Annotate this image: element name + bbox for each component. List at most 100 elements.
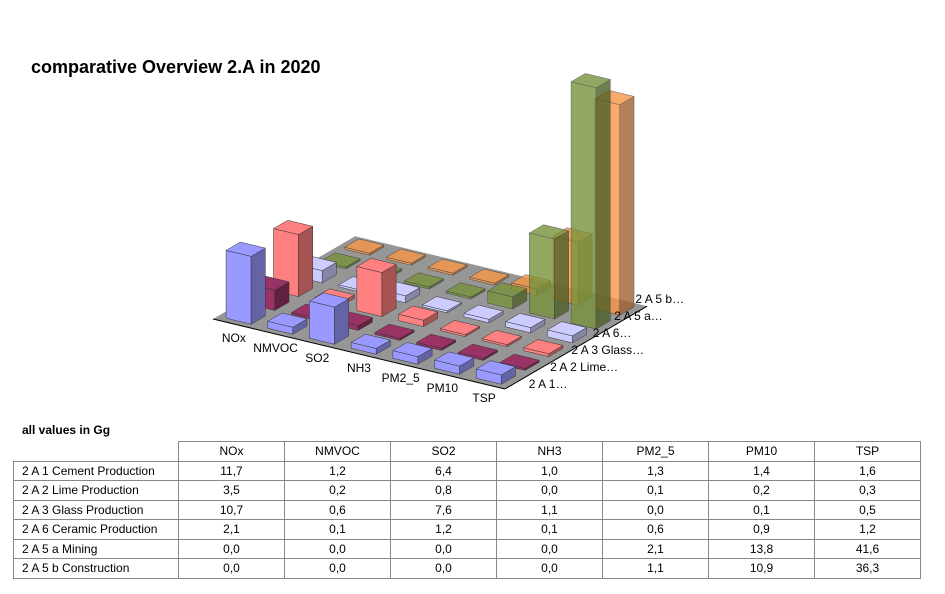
bar-top-face bbox=[528, 224, 570, 240]
table-cell: 7,6 bbox=[390, 499, 497, 520]
bar-2-a-1-cement-production-nh3 bbox=[350, 333, 392, 355]
bar-2-a-2-lime-production-pm2_5 bbox=[415, 333, 457, 351]
bar-2-a-1-cement-production-nmvoc bbox=[267, 312, 308, 335]
table-cell: 0,0 bbox=[602, 499, 709, 520]
bar-2-a-3-glass-production-pm2_5 bbox=[439, 320, 481, 338]
header-blank bbox=[13, 441, 179, 462]
bar-2-a-5-a-mining-tsp bbox=[570, 73, 611, 330]
bar-2-a-5-b-construction-so2 bbox=[427, 258, 468, 276]
data-table: NOx NMVOC SO2 NH3 PM2_5 PM10 TSP 2 A 1 Cement … bbox=[13, 441, 921, 579]
bar-top-face bbox=[463, 304, 504, 320]
table-cell: 3,5 bbox=[178, 480, 285, 501]
table-cell: 0,0 bbox=[496, 558, 603, 579]
bar-2-a-2-lime-production-pm10 bbox=[457, 343, 499, 361]
bar-2-a-5-b-construction-nh3 bbox=[469, 268, 510, 286]
table-cell: 2,1 bbox=[178, 519, 285, 540]
bar-top-face bbox=[320, 252, 361, 268]
bar-top-face bbox=[469, 268, 510, 284]
table-cell: 0,5 bbox=[814, 499, 921, 520]
bar-top-face bbox=[505, 313, 546, 328]
row-label: 2 A 5 a Mining bbox=[13, 538, 179, 559]
table-row: 2 A 1 Cement Production 11,7 1,2 6,4 1,0 1,3 1… bbox=[13, 460, 921, 481]
table-cell: 0,3 bbox=[814, 480, 921, 501]
bar-2-a-6-ceramic-production-nh3 bbox=[421, 296, 463, 314]
table-cell: 0,0 bbox=[284, 538, 391, 559]
table-cell: 0,0 bbox=[178, 558, 285, 579]
column-header: TSP bbox=[814, 441, 921, 462]
row-label: 2 A 6 Ceramic Production bbox=[13, 519, 179, 540]
table-cell: 0,1 bbox=[496, 519, 603, 540]
series-tick-label: 2 A 5 a… bbox=[614, 309, 663, 323]
bar-top-face bbox=[445, 282, 486, 298]
category-tick-label: TSP bbox=[472, 391, 495, 405]
bar-top-face bbox=[225, 241, 266, 257]
bar-2-a-3-glass-production-so2 bbox=[356, 258, 397, 318]
bar-top-face bbox=[427, 258, 468, 274]
series-axis-line bbox=[504, 305, 648, 390]
column-header: PM10 bbox=[708, 441, 815, 462]
table-row: 2 A 5 a Mining 0,0 0,0 0,0 0,0 2,1 13,8 41,6 bbox=[13, 538, 921, 559]
series-tick-label: 2 A 6… bbox=[593, 326, 632, 340]
bar-top-face bbox=[272, 220, 314, 235]
table-cell: 1,1 bbox=[496, 499, 603, 520]
table-cell: 0,2 bbox=[708, 480, 815, 501]
series-tick-label: 2 A 3 Glass… bbox=[571, 343, 644, 357]
chart-title: comparative Overview 2.A in 2020 bbox=[31, 57, 321, 77]
bar-side-face bbox=[250, 247, 266, 325]
table-cell: 0,0 bbox=[284, 558, 391, 579]
table-cell: 0,9 bbox=[708, 519, 815, 540]
bar-2-a-3-glass-production-nox bbox=[272, 220, 314, 298]
column-header: NH3 bbox=[496, 441, 603, 462]
table-cell: 0,8 bbox=[390, 480, 497, 501]
bar-top-face bbox=[457, 343, 499, 359]
category-tick-label: SO2 bbox=[305, 351, 329, 365]
table-cell: 10,7 bbox=[178, 499, 285, 520]
bar-top-face bbox=[392, 342, 433, 357]
category-tick-label: NH3 bbox=[347, 361, 371, 375]
table-cell: 1,4 bbox=[708, 460, 815, 481]
series-tick-label: 2 A 1… bbox=[529, 377, 568, 391]
bar-2-a-3-glass-production-nh3 bbox=[397, 305, 439, 328]
table-row: 2 A 3 Glass Production 10,7 0,6 7,6 1,1 0,0 0,… bbox=[13, 499, 921, 520]
table-cell: 2,1 bbox=[602, 538, 709, 559]
bar-2-a-6-ceramic-production-pm10 bbox=[505, 313, 546, 334]
unit-note: all values in Gg bbox=[22, 423, 111, 437]
bar-2-a-5-b-construction-nox bbox=[343, 238, 385, 256]
table-cell: 0,0 bbox=[496, 480, 603, 501]
bar-front-face bbox=[356, 266, 383, 317]
row-label: 2 A 3 Glass Production bbox=[13, 499, 179, 520]
category-tick-label: PM10 bbox=[427, 381, 459, 395]
bar3d-chart: NOx NMVOC SO2 NH3 PM2_5 PM10 TSP 2 A 1… 2 A 2 Li… bbox=[212, 73, 684, 405]
bar-top-face bbox=[308, 292, 350, 308]
row-label: 2 A 2 Lime Production bbox=[13, 480, 179, 501]
table-cell: 1,2 bbox=[814, 519, 921, 540]
table-cell: 0,1 bbox=[602, 480, 709, 501]
bar-top-face bbox=[421, 296, 463, 312]
bar-top-face bbox=[475, 360, 517, 376]
table-cell: 0,0 bbox=[496, 538, 603, 559]
table-cell: 13,8 bbox=[708, 538, 815, 559]
bar-2-a-5-a-mining-pm10 bbox=[528, 224, 570, 320]
table-cell: 0,6 bbox=[602, 519, 709, 540]
bar-side-face bbox=[554, 230, 569, 320]
column-header: NOx bbox=[178, 441, 285, 462]
bar-side-face bbox=[619, 95, 635, 316]
bar-top-face bbox=[267, 312, 308, 328]
bar-top-face bbox=[415, 333, 457, 349]
bar-top-face bbox=[523, 339, 564, 355]
bar-2-a-6-ceramic-production-tsp bbox=[546, 321, 588, 344]
bar-2-a-1-cement-production-so2 bbox=[308, 292, 350, 345]
table-cell: 0,0 bbox=[390, 538, 497, 559]
table-header-row: NOx NMVOC SO2 NH3 PM2_5 PM10 TSP bbox=[13, 441, 921, 462]
table-row: 2 A 2 Lime Production 3,5 0,2 0,8 0,0 0,1 0,2 0… bbox=[13, 480, 921, 501]
bar-top-face bbox=[546, 321, 588, 337]
category-tick-label: NMVOC bbox=[253, 341, 298, 355]
table-cell: 10,9 bbox=[708, 558, 815, 579]
bar-top-face bbox=[487, 282, 528, 298]
bar-2-a-5-a-mining-pm2_5 bbox=[487, 282, 528, 310]
bar-top-face bbox=[343, 238, 385, 254]
table-row: 2 A 6 Ceramic Production 2,1 0,1 1,2 0,1 0,6 0… bbox=[13, 519, 921, 540]
bar-2-a-3-glass-production-pm10 bbox=[481, 330, 522, 348]
bar-top-face bbox=[374, 323, 415, 339]
bar-side-face bbox=[298, 225, 313, 298]
